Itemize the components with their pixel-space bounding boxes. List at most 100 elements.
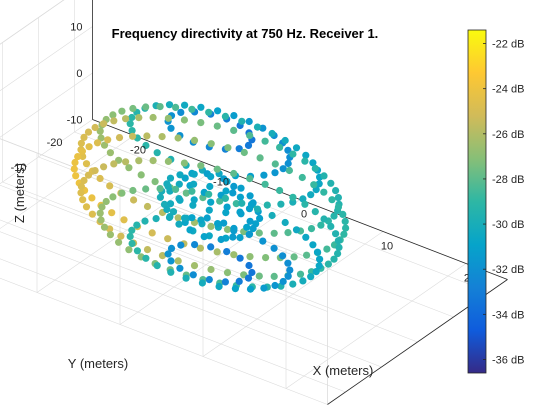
grid-line [0,258,346,393]
scatter-point [307,191,315,199]
scatter-point [262,254,270,262]
scatter-point [237,210,245,218]
grid-line [0,219,382,368]
z-tick-label: 10 [70,22,82,34]
scatter-point [213,248,221,256]
scatter-point [205,108,213,116]
scatter-point [197,162,205,170]
scatter-point [158,133,166,141]
scatter-point [96,174,104,183]
colorbar-scale [467,29,487,374]
scatter-point [129,186,137,195]
scatter-point [165,213,174,222]
scatter-point [247,200,256,208]
scatter-point [102,197,110,206]
scatter-point [100,223,109,231]
scatter-point [205,190,213,198]
scatter-point [270,272,278,280]
scatter-point [256,214,264,222]
scatter-point [309,159,317,167]
scatter-point [133,221,141,229]
scatter-point [309,241,317,249]
scatter-point [271,169,279,177]
axis-ticks: -1001020-20-1001020-20-1001020 [11,22,477,285]
scatter-point [190,196,198,204]
scatter-point [253,205,262,213]
scatter-point [259,237,267,245]
scatter-point [246,217,254,225]
scatter-point [312,268,320,276]
scatter-point [148,229,156,237]
scatter-point [222,209,230,217]
scatter-point [115,134,124,142]
scatter-point [137,171,145,179]
scatter-point [98,203,106,211]
scatter-point [229,233,237,241]
scatter-point [223,203,231,211]
scatter-point [261,137,269,145]
scatter-point [281,136,289,145]
scatter-point [118,189,126,197]
scatter-point [152,215,160,223]
scatter-point [122,115,130,123]
scatter-point [261,180,269,188]
scatter-point [142,141,150,150]
scatter-point [328,196,336,204]
scatter-point [245,117,253,126]
scatter-point [181,174,189,182]
scatter-point [229,189,237,197]
scatter-point [129,132,137,140]
scatter-point [223,177,231,186]
scatter-point [224,144,232,152]
scatter-point [164,114,172,122]
scatter-point [310,181,318,189]
scatter-point [311,208,319,216]
scatter-point [110,160,118,168]
scatter-point [230,224,238,233]
scatter-point [197,103,205,111]
scatter-point [77,139,85,147]
colorbar-tick-label: -32 dB [492,264,524,276]
scatter-point [320,188,328,196]
scatter-point [100,141,109,149]
scatter-point [263,201,271,209]
axes-box [0,0,508,405]
scatter-point [129,104,137,113]
scatter-point [158,252,167,260]
scatter-point [205,206,213,214]
scatter-point [327,179,335,187]
scatter-point [249,224,257,233]
scatter-point [268,211,276,220]
scatter-point [164,157,172,165]
scatter-point [85,143,93,151]
scatter-point [334,194,342,202]
scatter-point [230,169,238,178]
scatter-point [246,175,254,183]
scatter-point [286,266,294,274]
scatter-point [271,160,279,168]
scatter-point [128,113,136,122]
scatter-point [197,216,205,224]
scatter-point [130,196,138,204]
scatter-point [246,285,255,293]
scatter-point [122,158,130,166]
scatter-point [190,170,198,178]
scatter-point [96,209,104,217]
scatter-point [214,220,222,228]
scatter-point [248,268,256,277]
y-tick-label: -20 [47,137,63,149]
scatter-point [190,180,198,188]
scatter-point [153,262,161,270]
scatter-point [176,264,184,272]
scatter-point [181,101,189,109]
scatter-point [285,166,293,175]
scatter-point [307,225,316,233]
scatter-point [303,251,311,259]
scatter-point [244,274,253,282]
scatter-point [341,217,349,225]
scatter-point [215,282,223,291]
scatter-point [323,245,331,253]
scatter-point [236,254,244,262]
scatter-point [216,197,224,205]
scatter-point [100,163,108,171]
